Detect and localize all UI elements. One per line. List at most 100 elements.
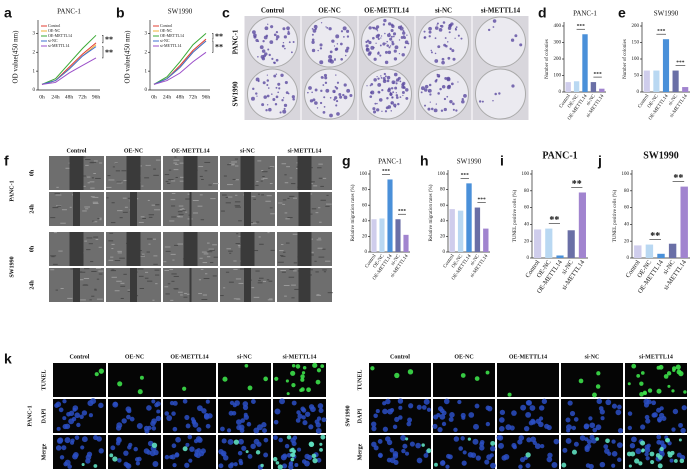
cell-texture xyxy=(257,193,260,195)
cell-texture xyxy=(111,276,117,278)
tunel-cell xyxy=(636,373,641,378)
nucleus xyxy=(226,428,232,433)
cell-texture xyxy=(106,186,112,188)
tunel-cell xyxy=(659,446,664,452)
colony xyxy=(311,91,313,94)
nucleus xyxy=(458,446,463,451)
y-tick-label: 20 xyxy=(524,239,530,244)
nucleus xyxy=(416,457,423,464)
y-tick-label: 0 xyxy=(637,90,640,95)
nucleus xyxy=(517,439,523,445)
cell-texture xyxy=(169,220,175,222)
panel-letter: a xyxy=(4,5,12,21)
nucleus xyxy=(125,462,131,468)
cell-texture xyxy=(255,270,260,272)
colony xyxy=(343,95,348,100)
colony xyxy=(460,37,463,40)
colony xyxy=(333,58,336,61)
tunel-cell xyxy=(628,464,632,468)
cell-texture xyxy=(202,294,207,296)
cell-texture xyxy=(145,164,151,166)
colony xyxy=(323,73,328,77)
cell-texture xyxy=(177,243,184,245)
nucleus xyxy=(247,454,253,459)
colony xyxy=(320,22,323,24)
colony xyxy=(442,21,446,24)
time-label: 24h xyxy=(29,280,35,290)
colony xyxy=(376,30,379,32)
significance-bracket xyxy=(102,35,104,44)
nucleus xyxy=(616,442,623,449)
nucleus xyxy=(116,422,123,429)
nucleus xyxy=(318,408,324,414)
cell-texture xyxy=(50,269,55,271)
y-tick-label: 20 xyxy=(362,235,368,240)
significance: *** xyxy=(398,209,407,215)
colony xyxy=(434,52,437,55)
significance: *** xyxy=(461,173,470,179)
cell-texture xyxy=(117,252,122,254)
colony xyxy=(338,92,342,96)
bar xyxy=(680,186,688,258)
colony xyxy=(454,27,457,30)
cell-texture xyxy=(89,299,92,301)
nucleus xyxy=(579,435,586,441)
colony xyxy=(374,102,377,105)
colony xyxy=(439,87,442,91)
cell-texture xyxy=(257,282,263,284)
y-tick-label: 100 xyxy=(554,74,562,79)
nucleus xyxy=(523,425,530,432)
row-label: PANC-1 xyxy=(232,29,240,54)
colony xyxy=(392,32,397,36)
colony xyxy=(334,96,338,100)
colony xyxy=(401,90,405,94)
tunel-cell xyxy=(275,461,280,465)
nucleus xyxy=(408,403,414,409)
colony xyxy=(372,107,376,111)
colony xyxy=(407,42,410,45)
cell-texture xyxy=(177,211,183,213)
wound-gap xyxy=(189,192,192,226)
cell-texture xyxy=(184,292,187,294)
nucleus xyxy=(423,398,430,405)
y-tick-label: 200 xyxy=(632,24,640,29)
cell-texture xyxy=(108,240,114,242)
legend-label: si-NC xyxy=(48,38,58,43)
tunel-cell xyxy=(290,457,295,462)
colony xyxy=(393,49,397,53)
nucleus xyxy=(273,435,278,441)
panel-letter: h xyxy=(420,153,429,169)
cell-texture xyxy=(173,162,177,164)
cell-texture xyxy=(121,170,127,172)
colony xyxy=(436,22,439,25)
tunel-cell xyxy=(286,392,290,396)
colony xyxy=(427,107,431,111)
cell-texture xyxy=(284,212,288,214)
colony xyxy=(389,37,393,41)
colony xyxy=(384,60,389,65)
colony xyxy=(266,84,269,87)
tunel-cell xyxy=(285,379,289,383)
y-axis-label: TUNEL positive cells (%) xyxy=(513,189,518,242)
nucleus xyxy=(316,416,322,421)
nucleus xyxy=(301,415,306,420)
nucleus xyxy=(616,404,622,410)
cell-texture xyxy=(231,161,237,163)
tunel-cell xyxy=(277,464,283,470)
cell-texture xyxy=(316,294,322,296)
cell-texture xyxy=(140,216,145,218)
nucleus xyxy=(392,453,399,459)
plate xyxy=(418,68,469,120)
colony xyxy=(379,54,382,57)
colony xyxy=(399,80,402,83)
bar xyxy=(578,192,586,258)
colony xyxy=(429,93,432,96)
cell-texture xyxy=(171,205,176,207)
tunel-cell xyxy=(675,364,681,370)
cell-texture xyxy=(96,298,103,300)
cell-texture xyxy=(236,298,241,300)
nucleus xyxy=(423,453,429,458)
nucleus xyxy=(490,462,496,469)
cell-texture xyxy=(173,275,179,277)
cell-texture xyxy=(52,263,58,265)
